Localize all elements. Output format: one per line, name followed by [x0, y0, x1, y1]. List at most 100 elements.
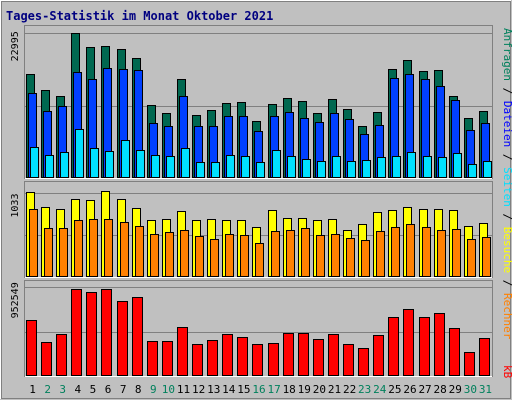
bar-rechner-day-3: [59, 228, 68, 277]
x-tick-label-day-18: 18: [283, 383, 296, 396]
bar-rechner-day-16: [255, 243, 264, 277]
y-tick-label: 1033: [10, 194, 21, 218]
bar-rechner-day-30: [467, 239, 476, 277]
bar-kb-day-18: [283, 333, 294, 376]
bar-kb-day-15: [237, 337, 248, 376]
y-tick-label: 952549: [10, 282, 21, 318]
bar-rechner-day-7: [120, 222, 129, 277]
x-tick-label-day-7: 7: [120, 383, 127, 396]
bar-seiten-day-17: [272, 150, 281, 178]
x-tick-label-day-4: 4: [75, 383, 82, 396]
bar-seiten-day-25: [392, 156, 401, 178]
bar-kb-day-11: [177, 327, 188, 376]
bar-rechner-day-27: [422, 227, 431, 277]
legend-segment-7: /: [501, 273, 512, 293]
legend-kbytes: kB: [501, 365, 512, 379]
bar-rechner-day-22: [346, 238, 355, 277]
legend-segment-6: Besuche: [501, 227, 512, 273]
bar-seiten-day-10: [166, 156, 175, 178]
bar-rechner-day-13: [210, 239, 219, 277]
bar-seiten-day-5: [90, 148, 99, 178]
x-tick-label-day-8: 8: [135, 383, 142, 396]
bar-seiten-day-9: [151, 155, 160, 178]
x-tick-label-day-14: 14: [222, 383, 236, 396]
chart-title: Tages-Statistik im Monat Oktober 2021: [6, 9, 273, 23]
x-tick-label-day-17: 17: [267, 383, 280, 396]
bar-kb-day-6: [101, 289, 112, 376]
bar-seiten-day-11: [181, 148, 190, 178]
bar-rechner-day-11: [180, 230, 189, 277]
bar-rechner-day-10: [165, 232, 174, 277]
bar-rechner-day-29: [452, 229, 461, 277]
bar-rechner-day-18: [286, 230, 295, 277]
bar-kb-day-9: [147, 341, 158, 376]
bar-rechner-day-31: [482, 237, 491, 277]
x-tick-label-day-10: 10: [162, 383, 175, 396]
bar-seiten-day-29: [453, 153, 462, 178]
x-tick-label-day-23: 23: [358, 383, 371, 396]
bar-seiten-day-3: [60, 152, 69, 178]
x-tick-label-day-25: 25: [388, 383, 401, 396]
bar-seiten-day-4: [75, 129, 84, 178]
bar-kb-day-4: [71, 289, 82, 376]
legend-top: Anfragen / Dateien / Seiten / Besuche / …: [501, 28, 512, 340]
x-tick-label-day-3: 3: [59, 383, 66, 396]
legend-segment-3: /: [501, 147, 512, 167]
bar-seiten-day-19: [302, 159, 311, 178]
bar-kb-day-21: [328, 334, 339, 376]
bar-kb-day-24: [373, 335, 384, 376]
bar-kb-day-22: [343, 344, 354, 376]
bar-kb-day-28: [434, 313, 445, 376]
x-tick-label-day-27: 27: [418, 383, 431, 396]
x-tick-label-day-28: 28: [434, 383, 447, 396]
bar-kb-day-3: [56, 334, 67, 376]
x-tick-label-day-16: 16: [252, 383, 265, 396]
bar-rechner-day-19: [301, 228, 310, 277]
bar-kb-day-31: [479, 338, 490, 376]
bar-rechner-day-24: [376, 231, 385, 277]
x-tick-label-day-26: 26: [403, 383, 416, 396]
bar-kb-day-5: [86, 292, 97, 376]
bar-rechner-day-20: [316, 235, 325, 277]
bar-rechner-day-12: [195, 236, 204, 277]
x-tick-label-day-20: 20: [313, 383, 326, 396]
bar-seiten-day-28: [438, 157, 447, 178]
bar-seiten-day-2: [45, 155, 54, 178]
x-tick-label-day-31: 31: [479, 383, 492, 396]
x-tick-label-day-30: 30: [464, 383, 477, 396]
bar-rechner-day-15: [240, 235, 249, 277]
x-tick-label-day-6: 6: [105, 383, 112, 396]
bar-seiten-day-7: [121, 140, 130, 178]
x-tick-label-day-9: 9: [150, 383, 157, 396]
legend-segment-1: /: [501, 81, 512, 101]
bar-kb-day-27: [419, 317, 430, 376]
bar-kb-day-12: [192, 344, 203, 376]
x-tick-label-day-22: 22: [343, 383, 356, 396]
bar-kb-day-20: [313, 339, 324, 376]
x-tick-label-day-15: 15: [237, 383, 250, 396]
bar-seiten-day-16: [256, 162, 265, 178]
bar-seiten-day-8: [136, 150, 145, 178]
bar-seiten-day-15: [241, 156, 250, 178]
bar-kb-day-14: [222, 334, 233, 376]
bar-seiten-day-6: [105, 151, 114, 178]
bar-kb-day-7: [117, 301, 128, 376]
legend-segment-8: Rechner: [501, 293, 512, 340]
bar-kb-day-16: [252, 344, 263, 376]
bar-rechner-day-6: [104, 219, 113, 277]
bar-seiten-day-27: [423, 156, 432, 178]
legend-segment-0: Anfragen: [501, 28, 512, 81]
bar-kb-day-19: [298, 333, 309, 376]
bar-rechner-day-26: [406, 224, 415, 277]
bar-seiten-day-30: [468, 164, 477, 178]
x-tick-label-day-21: 21: [328, 383, 341, 396]
bar-seiten-day-12: [196, 162, 205, 178]
bar-kb-day-8: [132, 297, 143, 376]
bar-rechner-day-2: [44, 228, 53, 277]
bar-seiten-day-13: [211, 162, 220, 178]
x-tick-label-day-19: 19: [298, 383, 311, 396]
bar-kb-day-25: [388, 317, 399, 376]
bar-seiten-day-31: [483, 161, 492, 178]
